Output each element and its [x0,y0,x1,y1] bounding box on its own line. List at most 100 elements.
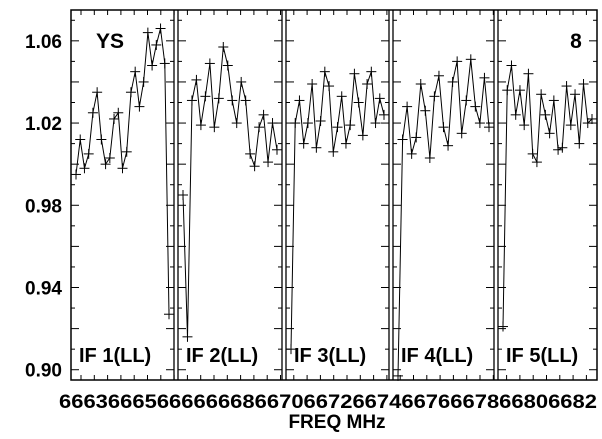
data-point-if2-15 [240,95,251,106]
data-point-if2-7 [204,58,215,69]
panel-label-if5: IF 5(LL) [506,345,578,367]
data-point-if5-3 [506,60,517,71]
data-point-if3-3 [294,95,305,106]
data-point-if2-6 [200,91,211,102]
data-point-if2-13 [231,118,242,129]
y-tick-label-3: 0.98 [25,196,62,217]
data-point-if5-17 [565,120,576,131]
data-point-if4-12 [443,140,454,151]
panel-label-if1: IF 1(LL) [79,345,151,367]
x-axis-label: FREQ MHz [288,412,385,433]
data-point-if4-2 [397,134,408,145]
corner-label-right: 8 [570,30,582,53]
data-point-if5-12 [544,128,555,139]
data-point-if4-11 [438,122,449,133]
data-point-if4-4 [406,148,417,159]
data-point-if3-16 [349,68,360,79]
data-point-if3-2 [290,118,301,129]
data-point-if5-22 [587,113,597,124]
y-axis: 1.06 1.02 0.98 0.94 0.90 [25,32,62,382]
plot-frame [70,9,598,381]
data-point-if1-6 [92,87,103,98]
data-point-if1-14 [125,87,136,98]
data-point-if3-15 [345,120,356,131]
data-point-if1-22 [159,58,170,69]
data-point-if2-10 [218,42,229,52]
data-point-if1-1 [71,169,81,180]
data-point-if5-2 [502,85,513,96]
data-point-if4-7 [420,105,431,116]
data-point-if2-19 [258,109,269,120]
data-point-if5-18 [570,89,581,100]
data-point-if3-14 [340,138,351,149]
data-point-if1-2 [75,134,86,145]
data-point-if4-10 [433,70,444,81]
data-point-if5-5 [514,85,525,96]
data-point-if3-11 [328,146,339,157]
data-point-if5-11 [540,109,551,120]
data-point-if3-4 [298,138,309,149]
data-point-if1-20 [151,39,162,50]
data-point-if3-19 [362,79,373,89]
data-point-if5-19 [574,138,585,149]
data-point-if1-12 [117,163,128,174]
data-point-if2-18 [254,122,265,133]
data-point-if1-11 [113,107,124,118]
data-point-if2-20 [263,157,274,168]
data-point-if4-19 [474,118,485,129]
data-point-if2-5 [195,120,206,131]
data-point-if2-3 [186,95,197,106]
data-point-if4-21 [484,122,494,133]
data-point-if2-9 [213,93,224,104]
data-point-if2-21 [267,118,278,129]
data-point-if1-15 [130,66,141,77]
series-layer [71,23,597,381]
data-point-if3-5 [302,118,313,129]
data-point-if2-22 [272,144,282,155]
data-point-if4-14 [452,56,463,67]
data-point-if1-3 [79,163,90,174]
data-point-if4-1 [393,370,403,381]
y-tick-label-1: 1.06 [25,32,62,53]
data-point-if1-19 [147,60,158,71]
data-point-if1-5 [87,107,98,118]
data-point-if4-5 [411,132,422,143]
series-line-if2 [182,46,278,337]
data-point-if5-10 [536,89,547,100]
data-point-if1-8 [100,159,111,170]
data-point-if5-13 [548,95,559,106]
data-point-if3-8 [315,116,326,126]
data-point-if3-1 [286,344,296,355]
data-point-if3-12 [332,122,343,133]
data-point-if4-15 [456,128,467,139]
data-point-if5-16 [561,81,572,92]
data-point-if3-18 [357,130,368,141]
data-point-if1-17 [138,76,149,87]
data-point-if1-4 [83,148,94,159]
data-point-if1-7 [96,134,107,145]
data-point-if3-7 [311,142,322,153]
data-point-if5-9 [531,157,542,168]
data-point-if4-3 [402,101,413,112]
data-point-if2-12 [227,95,238,106]
panel-label-if3: IF 3(LL) [294,345,366,367]
series-line-if5 [502,65,593,327]
data-point-if5-14 [553,144,564,155]
data-point-if3-13 [336,91,347,102]
data-point-if1-13 [121,146,132,157]
data-point-if2-17 [249,161,260,172]
data-point-if3-10 [324,81,335,92]
y-tick-label-5: 0.90 [25,361,62,382]
y-tick-label-4: 0.94 [25,279,62,300]
data-point-if2-8 [209,122,220,133]
data-point-if2-4 [191,74,202,85]
data-point-if5-1 [498,321,508,332]
data-point-if2-14 [236,76,247,87]
data-point-if3-17 [353,97,364,108]
data-point-if4-17 [465,54,476,65]
data-point-if4-18 [470,101,481,112]
data-point-if1-9 [104,153,115,163]
data-point-if1-16 [134,101,145,112]
